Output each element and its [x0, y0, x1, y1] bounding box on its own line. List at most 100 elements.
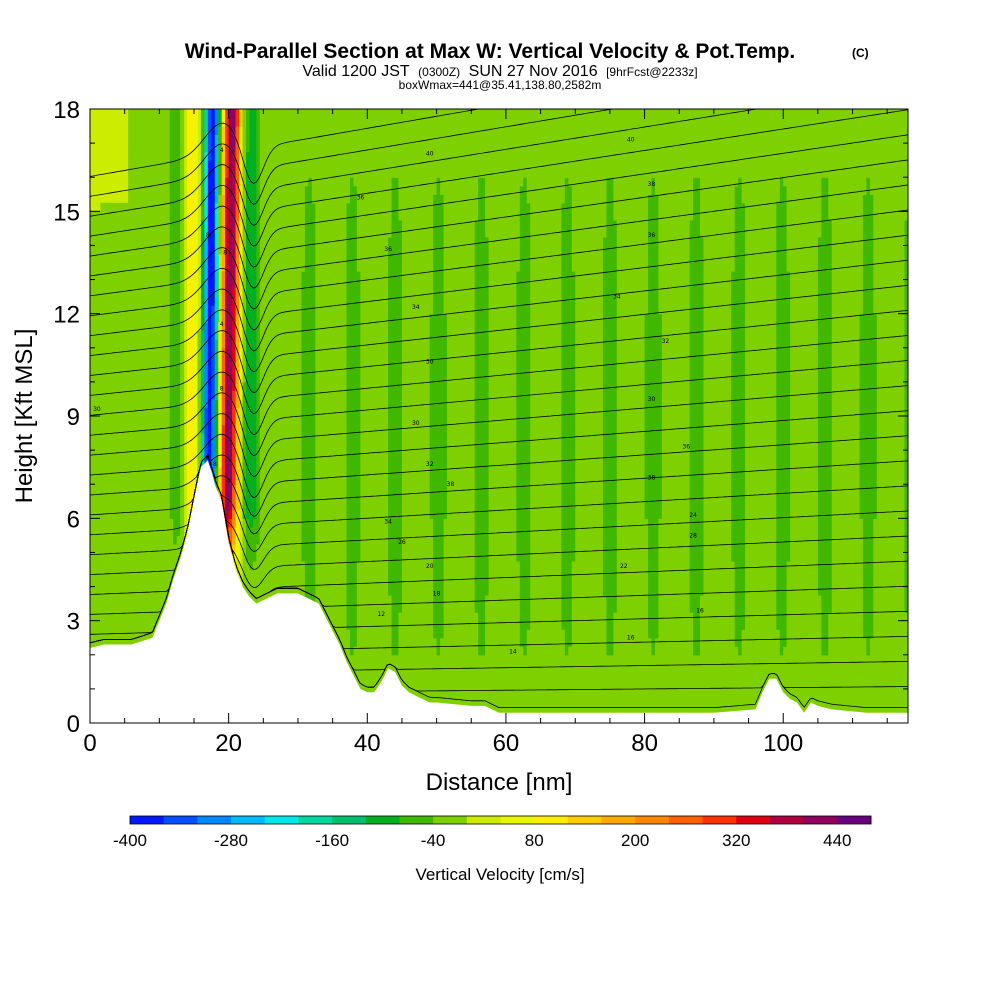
velocity-cell: [200, 151, 205, 161]
velocity-cell: [349, 117, 355, 127]
velocity-cell: [107, 467, 112, 477]
velocity-cell: [141, 236, 147, 247]
velocity-cell: [152, 586, 157, 596]
velocity-cell: [93, 253, 98, 264]
velocity-cell: [318, 381, 323, 392]
velocity-cell: [266, 450, 271, 460]
velocity-cell: [266, 398, 271, 409]
velocity-cell: [318, 475, 323, 485]
velocity-cell: [263, 569, 268, 579]
velocity-cell: [259, 416, 264, 426]
velocity-cell: [356, 296, 361, 306]
velocity-cell: [294, 356, 299, 366]
velocity-cell: [249, 245, 254, 255]
velocity-cell: [339, 356, 344, 366]
velocity-cell: [360, 305, 365, 315]
velocity-cell: [100, 381, 105, 392]
velocity-cell: [297, 381, 303, 392]
velocity-cell: [221, 475, 226, 485]
velocity-cell: [138, 484, 143, 494]
velocity-cell: [322, 356, 327, 366]
velocity-cell: [138, 450, 143, 460]
velocity-cell: [280, 168, 285, 178]
velocity-cell: [291, 245, 296, 255]
velocity-cell: [273, 433, 278, 443]
velocity-cell: [235, 518, 240, 528]
velocity-cell: [339, 211, 344, 221]
velocity-cell: [155, 484, 160, 494]
velocity-cell: [166, 296, 171, 306]
velocity-cell: [197, 416, 202, 426]
velocity-cell: [166, 407, 171, 417]
velocity-cell: [162, 552, 167, 562]
velocity-cell: [131, 356, 136, 366]
velocity-cell: [349, 646, 355, 656]
velocity-cell: [159, 569, 164, 579]
velocity-cell: [117, 296, 122, 306]
velocity-cell: [349, 364, 355, 374]
velocity-cell: [128, 560, 133, 571]
velocity-cell: [138, 390, 143, 400]
velocity-cell: [336, 194, 341, 204]
velocity-cell: [280, 569, 285, 579]
velocity-cell: [190, 501, 195, 511]
velocity-cell: [259, 322, 264, 332]
velocity-cell: [96, 296, 101, 306]
velocity-cell: [173, 330, 178, 340]
velocity-cell: [197, 458, 202, 468]
velocity-cell: [259, 484, 264, 494]
velocity-cell: [280, 305, 285, 315]
velocity-cell: [287, 253, 292, 264]
velocity-cell: [325, 126, 330, 136]
velocity-cell: [259, 219, 264, 229]
velocity-cell: [315, 441, 320, 451]
velocity-cell: [360, 509, 365, 519]
velocity-cell: [349, 467, 355, 477]
velocity-cell: [252, 134, 257, 144]
velocity-cell: [277, 185, 282, 195]
velocity-cell: [128, 330, 133, 340]
velocity-cell: [308, 543, 313, 554]
velocity-cell: [114, 416, 119, 426]
velocity-cell: [232, 194, 237, 204]
velocity-cell: [273, 492, 278, 502]
velocity-cell: [322, 228, 327, 238]
velocity-cell: [343, 279, 348, 289]
velocity-cell: [225, 228, 230, 238]
velocity-cell: [270, 253, 275, 264]
velocity-cell: [128, 552, 133, 562]
velocity-cell: [356, 475, 361, 485]
velocity-cell: [225, 109, 230, 119]
velocity-cell: [287, 535, 292, 545]
velocity-cell: [252, 509, 257, 519]
velocity-cell: [291, 211, 296, 221]
velocity-cell: [124, 637, 129, 647]
velocity-cell: [169, 347, 174, 357]
velocity-cell: [277, 509, 282, 519]
velocity-cell: [166, 143, 171, 153]
velocity-cell: [135, 518, 140, 528]
velocity-cell: [169, 168, 174, 178]
velocity-cell: [329, 407, 334, 417]
velocity-cell: [277, 134, 282, 144]
velocity-cell: [273, 109, 278, 119]
velocity-cell: [301, 492, 306, 502]
velocity-cell: [232, 526, 237, 536]
velocity-cell: [349, 458, 355, 468]
velocity-cell: [166, 390, 171, 400]
velocity-cell: [159, 109, 164, 119]
velocity-cell: [252, 535, 257, 545]
velocity-cell: [325, 398, 330, 409]
velocity-cell: [93, 296, 98, 306]
velocity-cell: [100, 356, 105, 366]
velocity-cell: [180, 279, 185, 289]
velocity-cell: [318, 262, 323, 272]
velocity-cell: [114, 509, 119, 519]
velocity-cell: [256, 560, 261, 571]
velocity-cell: [242, 441, 247, 451]
velocity-cell: [339, 492, 344, 502]
velocity-cell: [93, 228, 98, 238]
velocity-cell: [145, 185, 150, 195]
velocity-cell: [131, 501, 136, 511]
velocity-cell: [155, 603, 160, 613]
